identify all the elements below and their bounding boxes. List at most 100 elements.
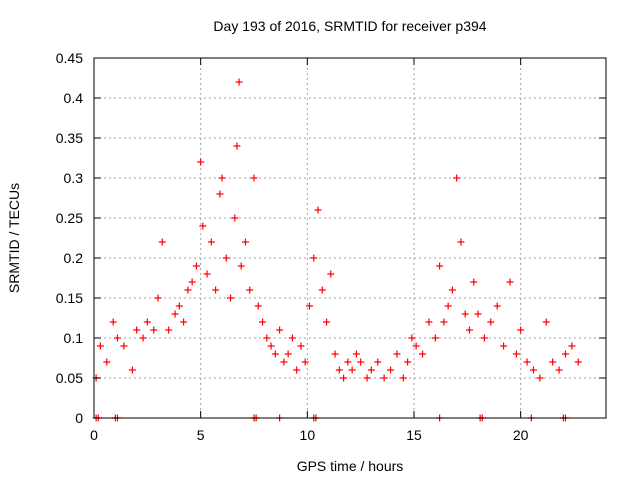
data-point (297, 342, 305, 350)
data-point (280, 358, 288, 366)
data-point (470, 278, 478, 286)
data-point (171, 310, 179, 318)
data-point (323, 318, 331, 326)
y-tick-label: 0.25 (56, 210, 83, 226)
data-point (431, 334, 439, 342)
data-point (227, 294, 235, 302)
data-point (493, 302, 501, 310)
x-tick-label: 15 (406, 427, 422, 443)
data-point (222, 254, 230, 262)
y-tick-label: 0.1 (64, 330, 84, 346)
data-point (357, 358, 365, 366)
data-point (143, 318, 151, 326)
data-point (399, 374, 407, 382)
data-point (237, 262, 245, 270)
data-point (474, 310, 482, 318)
data-point (263, 334, 271, 342)
data-point (352, 350, 360, 358)
data-point (284, 350, 292, 358)
data-point (305, 302, 313, 310)
x-axis-label: GPS time / hours (297, 458, 404, 474)
data-point (555, 366, 563, 374)
data-point (314, 206, 322, 214)
y-tick-label: 0.2 (64, 250, 84, 266)
data-point (506, 278, 514, 286)
data-point (158, 238, 166, 246)
data-point (542, 318, 550, 326)
data-point (517, 326, 525, 334)
y-tick-label: 0.45 (56, 50, 83, 66)
data-point (267, 342, 275, 350)
y-tick-label: 0.3 (64, 170, 84, 186)
data-point (165, 326, 173, 334)
x-tick-label: 0 (90, 427, 98, 443)
data-point (276, 326, 284, 334)
data-point (180, 318, 188, 326)
data-point (192, 262, 200, 270)
data-point (250, 174, 258, 182)
data-point (344, 358, 352, 366)
data-point (387, 366, 395, 374)
data-point (139, 334, 147, 342)
y-tick-label: 0.05 (56, 370, 83, 386)
data-point (128, 366, 136, 374)
data-point (536, 374, 544, 382)
data-point (310, 254, 318, 262)
data-point (150, 326, 158, 334)
data-point (254, 302, 262, 310)
data-point (440, 318, 448, 326)
data-point (444, 302, 452, 310)
data-point (374, 358, 382, 366)
data-point (199, 222, 207, 230)
data-point (259, 318, 267, 326)
axis-ticks: 0 0.05 0.1 0.15 0.2 0.25 0.3 0.35 0.4 0.45 0 5 10 15 2… (56, 50, 606, 443)
data-point (318, 286, 326, 294)
data-point (480, 334, 488, 342)
data-point (425, 318, 433, 326)
data-point (120, 342, 128, 350)
data-point (293, 366, 301, 374)
data-point (404, 358, 412, 366)
data-point (549, 358, 557, 366)
data-point (207, 238, 215, 246)
data-point (184, 286, 192, 294)
data-point (529, 366, 537, 374)
data-point (212, 286, 220, 294)
y-tick-label: 0.15 (56, 290, 83, 306)
data-point (233, 142, 241, 150)
data-point (241, 238, 249, 246)
data-point (453, 174, 461, 182)
data-point (523, 358, 531, 366)
data-point (512, 350, 520, 358)
x-tick-label: 10 (300, 427, 316, 443)
data-point (363, 374, 371, 382)
data-point (203, 270, 211, 278)
x-tick-label: 20 (513, 427, 529, 443)
data-point (288, 334, 296, 342)
data-point (448, 286, 456, 294)
data-point (133, 326, 141, 334)
y-tick-label: 0.4 (64, 90, 84, 106)
data-point (348, 366, 356, 374)
data-point (175, 302, 183, 310)
data-point (367, 366, 375, 374)
data-point (419, 350, 427, 358)
data-point (412, 342, 420, 350)
data-point (561, 350, 569, 358)
data-point (271, 350, 279, 358)
data-point (335, 366, 343, 374)
y-tick-label: 0 (75, 410, 83, 426)
data-point (246, 286, 254, 294)
data-point (487, 318, 495, 326)
data-point (461, 310, 469, 318)
data-point (154, 294, 162, 302)
data-point (340, 374, 348, 382)
data-point (188, 278, 196, 286)
data-point (500, 342, 508, 350)
data-point (408, 334, 416, 342)
data-point (331, 350, 339, 358)
data-point (231, 214, 239, 222)
plot-frame (93, 57, 607, 419)
